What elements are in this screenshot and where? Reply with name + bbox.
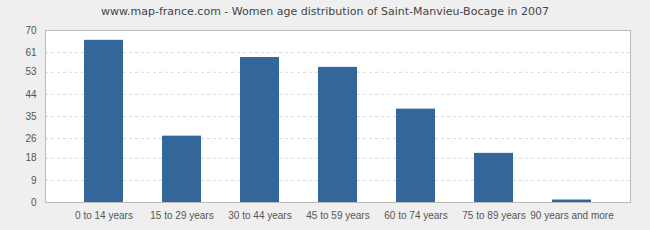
svg-text:26: 26 bbox=[25, 133, 37, 144]
svg-text:53: 53 bbox=[25, 66, 37, 77]
svg-text:35: 35 bbox=[25, 111, 37, 122]
svg-text:9: 9 bbox=[31, 175, 37, 186]
svg-text:18: 18 bbox=[25, 152, 37, 163]
svg-text:90 years and more: 90 years and more bbox=[530, 210, 614, 221]
svg-text:61: 61 bbox=[25, 47, 37, 58]
svg-text:70: 70 bbox=[25, 25, 37, 36]
svg-text:75 to 89 years: 75 to 89 years bbox=[462, 210, 525, 221]
svg-text:45 to 59 years: 45 to 59 years bbox=[306, 210, 369, 221]
html-text:www.map-france.com - Women age: www.map-france.com - Women age distribut… bbox=[101, 5, 549, 18]
svg-text:30 to 44 years: 30 to 44 years bbox=[228, 210, 291, 221]
svg-text:0 to 14 years: 0 to 14 years bbox=[75, 210, 133, 221]
svg-text:60 to 74 years: 60 to 74 years bbox=[384, 210, 447, 221]
svg-text:44: 44 bbox=[25, 89, 37, 100]
svg-text:0: 0 bbox=[31, 197, 37, 208]
svg-text:15 to 29 years: 15 to 29 years bbox=[150, 210, 213, 221]
